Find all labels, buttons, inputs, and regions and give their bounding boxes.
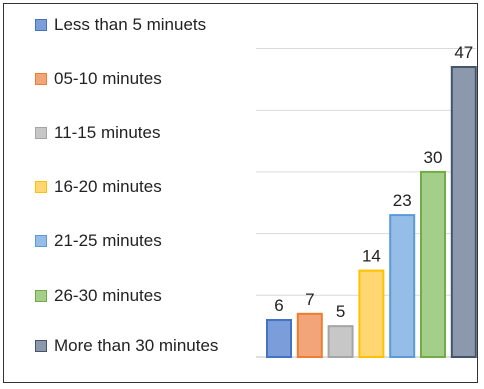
legend-label: 26-30 minutes — [54, 286, 162, 305]
legend-label: Less than 5 minuets — [54, 15, 207, 34]
legend-swatch — [35, 340, 47, 352]
data-label: 47 — [454, 43, 473, 62]
plot-area: 6 7 5 14 23 30 47 — [256, 43, 477, 359]
bar — [450, 66, 477, 358]
data-label: 23 — [393, 191, 412, 210]
bar — [327, 325, 354, 358]
data-label: 7 — [305, 290, 314, 309]
chart-frame: 6 7 5 14 23 30 47 Less than 5 minuets 05-10 min… — [3, 3, 478, 383]
bar — [266, 318, 292, 359]
bar — [296, 312, 323, 358]
legend-swatch — [35, 290, 47, 302]
data-label: 5 — [336, 302, 345, 321]
legend-swatch — [35, 235, 47, 247]
bar — [389, 214, 416, 358]
legend-label: 16-20 minutes — [54, 177, 162, 196]
legend-swatch — [35, 73, 47, 85]
legend-swatch — [35, 19, 47, 31]
legend-swatch — [35, 127, 47, 139]
legend-label: 21-25 minutes — [54, 231, 162, 250]
legend-swatch — [35, 181, 47, 193]
bar — [420, 170, 446, 358]
data-label: 6 — [274, 296, 283, 315]
bar — [358, 269, 385, 358]
data-label: 14 — [362, 247, 381, 266]
legend-label: 11-15 minutes — [54, 123, 161, 142]
legend-label: More than 30 minutes — [54, 336, 219, 355]
data-label: 30 — [424, 148, 443, 167]
legend-label: 05-10 minutes — [54, 69, 162, 88]
